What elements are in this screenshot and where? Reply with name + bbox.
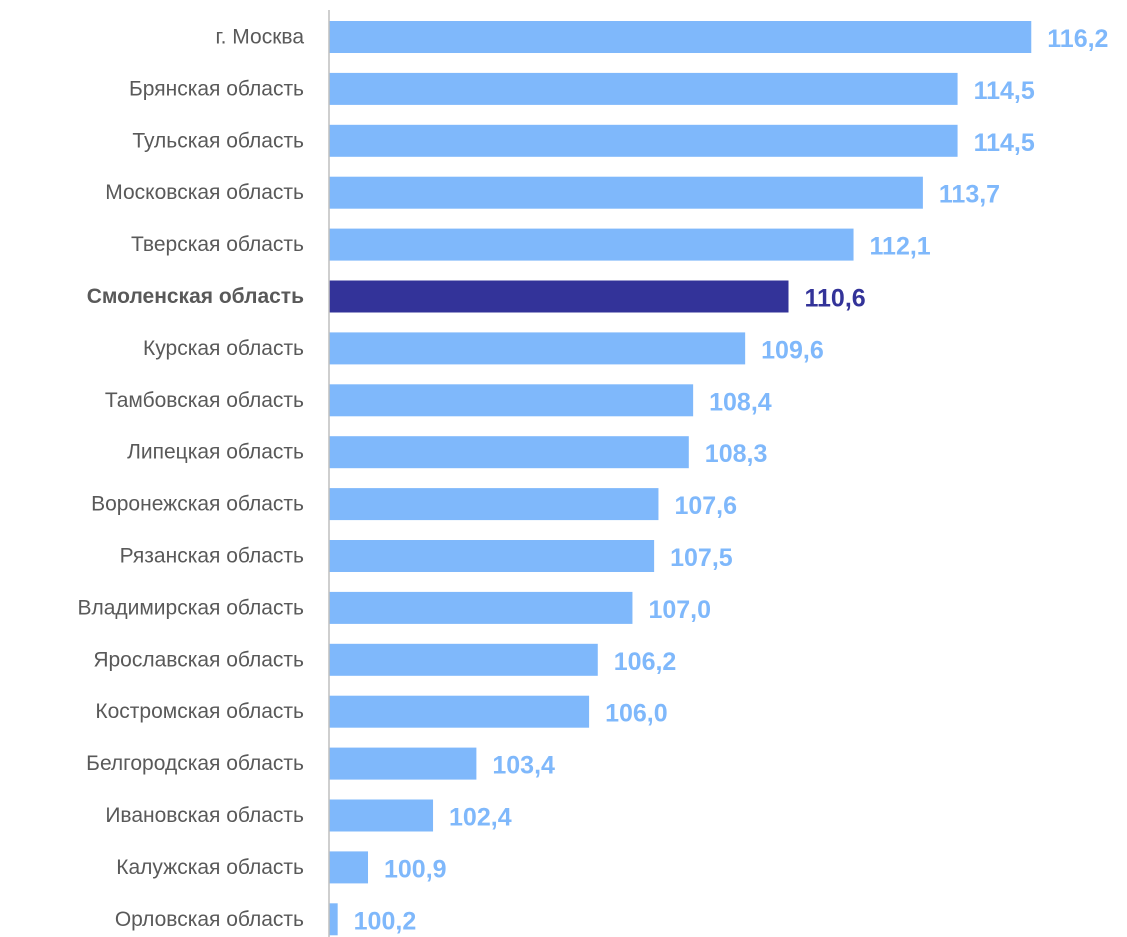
value-label: 107,0 <box>648 596 711 624</box>
category-label: Курская область <box>143 337 304 360</box>
category-label: Тверская область <box>131 233 304 256</box>
category-label: Калужская область <box>116 856 304 879</box>
value-label: 103,4 <box>492 752 555 780</box>
bar <box>329 384 694 417</box>
value-label: 114,5 <box>974 77 1035 105</box>
category-label: Рязанская область <box>120 545 304 568</box>
value-label: 113,7 <box>939 181 1000 209</box>
category-label: Воронежская область <box>91 493 304 516</box>
value-label: 107,5 <box>670 544 733 572</box>
category-label: Ярославская область <box>93 648 304 671</box>
category-label: Владимирская область <box>77 596 304 619</box>
category-label: Белгородская область <box>86 752 304 775</box>
bar <box>329 72 958 105</box>
bar <box>329 540 655 572</box>
category-label: Костромская область <box>95 700 304 723</box>
value-label: 106,0 <box>605 700 668 728</box>
value-label: 112,1 <box>870 233 931 261</box>
bar <box>329 903 338 936</box>
bar <box>329 332 746 365</box>
bar <box>329 436 689 469</box>
bar <box>329 747 477 780</box>
value-label: 106,2 <box>614 648 677 676</box>
value-label: 102,4 <box>449 804 512 832</box>
bar-highlighted <box>329 280 789 313</box>
category-label: Смоленская область <box>87 285 304 308</box>
value-label: 114,5 <box>974 129 1035 157</box>
value-label: 108,3 <box>705 440 768 468</box>
value-label: 108,4 <box>709 388 772 416</box>
bar <box>329 591 633 624</box>
bar <box>329 488 659 521</box>
category-labels: г. Москва Брянская область Тульская област… <box>77 26 304 931</box>
bar <box>329 124 958 157</box>
bars <box>329 21 1032 936</box>
value-label: 110,6 <box>805 285 866 313</box>
category-label: г. Москва <box>216 26 305 49</box>
value-label: 100,9 <box>384 855 447 883</box>
category-label: Брянская область <box>129 77 304 100</box>
value-label: 100,2 <box>354 907 417 935</box>
bar <box>329 695 590 728</box>
category-label: Тульская область <box>132 129 304 152</box>
bar <box>329 21 1032 53</box>
category-label: Липецкая область <box>127 441 304 464</box>
bar <box>329 228 854 261</box>
category-label: Тамбовская область <box>105 389 304 412</box>
value-label: 116,2 <box>1047 25 1108 53</box>
value-label: 107,6 <box>674 492 737 520</box>
bar <box>329 799 434 832</box>
bar <box>329 643 598 676</box>
bar <box>329 176 923 209</box>
value-label: 109,6 <box>761 336 824 364</box>
bar <box>329 851 369 884</box>
category-label: Московская область <box>105 181 304 204</box>
category-label: Орловская область <box>115 908 304 931</box>
category-label: Ивановская область <box>105 804 304 827</box>
